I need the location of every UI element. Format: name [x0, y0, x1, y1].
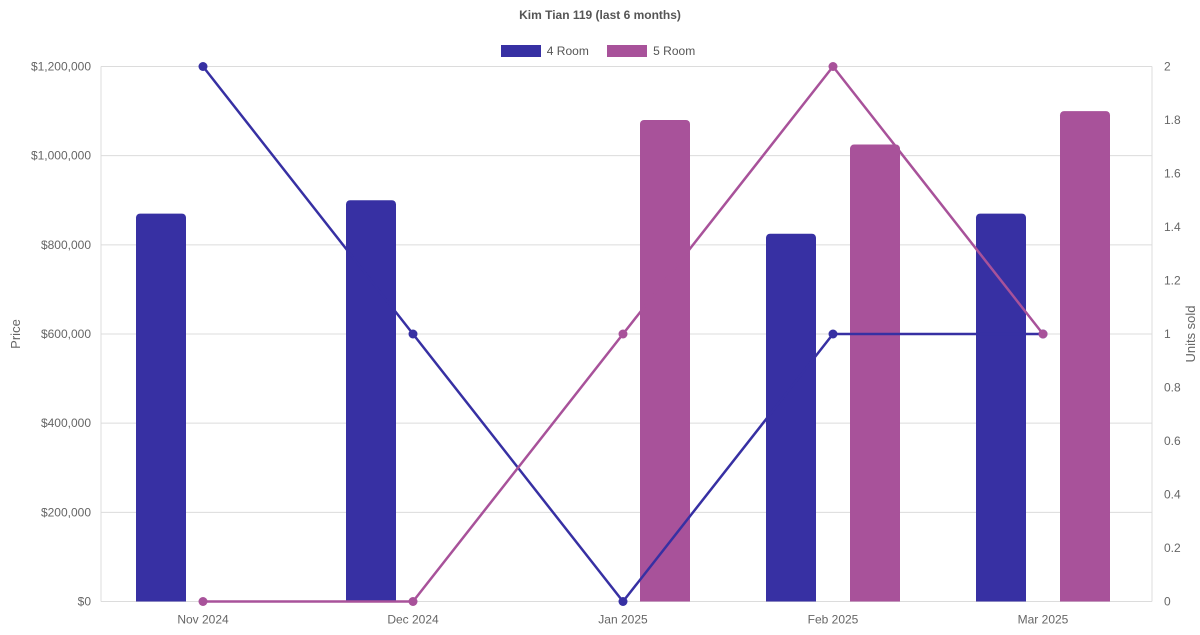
- svg-text:$800,000: $800,000: [41, 238, 91, 252]
- svg-text:Dec 2024: Dec 2024: [387, 613, 439, 627]
- svg-text:0.2: 0.2: [1164, 541, 1181, 555]
- svg-text:Units sold: Units sold: [1183, 305, 1198, 362]
- svg-text:1.8: 1.8: [1164, 113, 1181, 127]
- svg-text:Mar 2025: Mar 2025: [1018, 613, 1069, 627]
- svg-text:0.4: 0.4: [1164, 488, 1181, 502]
- svg-text:0.8: 0.8: [1164, 381, 1181, 395]
- svg-text:$1,200,000: $1,200,000: [31, 60, 91, 74]
- svg-text:$600,000: $600,000: [41, 327, 91, 341]
- svg-text:$400,000: $400,000: [41, 416, 91, 430]
- svg-text:$200,000: $200,000: [41, 505, 91, 519]
- svg-text:1.2: 1.2: [1164, 274, 1181, 288]
- svg-text:2: 2: [1164, 60, 1171, 74]
- svg-text:$1,000,000: $1,000,000: [31, 149, 91, 163]
- svg-text:$0: $0: [78, 595, 92, 609]
- svg-text:Price: Price: [8, 319, 23, 349]
- svg-text:0: 0: [1164, 595, 1171, 609]
- svg-text:0.6: 0.6: [1164, 434, 1181, 448]
- svg-text:Jan 2025: Jan 2025: [598, 613, 648, 627]
- svg-text:Feb 2025: Feb 2025: [808, 613, 859, 627]
- svg-text:1: 1: [1164, 327, 1171, 341]
- svg-text:1.4: 1.4: [1164, 220, 1181, 234]
- svg-text:1.6: 1.6: [1164, 167, 1181, 181]
- svg-text:Nov 2024: Nov 2024: [177, 613, 229, 627]
